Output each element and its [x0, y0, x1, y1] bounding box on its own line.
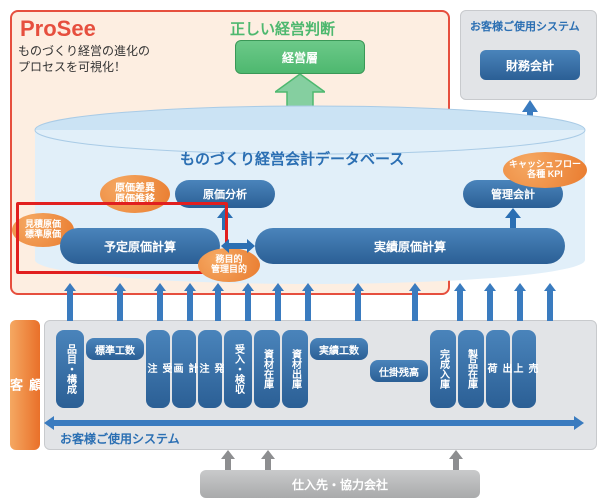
bubble-kpi: キャッシュフロー各種 KPI [503, 152, 587, 188]
arrow-supplier-icon [448, 450, 464, 470]
arrow-supplier-icon [260, 450, 276, 470]
judgment-label: 正しい経営判断 [230, 18, 335, 39]
flow-item: 資材出庫 [282, 330, 308, 408]
flow-item: 実績工数 [310, 338, 368, 360]
flow-bars: 品目・構成 標準工数 受 注 計 画 発 注 受入・検収 資材在庫 資材出庫 実… [56, 330, 591, 410]
arrows-up-icon [60, 283, 580, 321]
flow-item: 受入・検収 [224, 330, 252, 408]
arrow-customer-icon [44, 416, 584, 430]
supplier-box: 仕入先・協力会社 [200, 470, 480, 498]
brand: ProSee [20, 16, 96, 42]
arrow-horiz-icon [221, 238, 255, 254]
rightbox-item: 財務会計 [480, 50, 580, 80]
flow-item: 売 上 [512, 330, 536, 408]
jisseki-box: 実績原価計算 [255, 228, 565, 264]
flow-item: 出 荷 [486, 330, 510, 408]
flow-item: 製品在庫 [458, 330, 484, 408]
flow-item: 完成入庫 [430, 330, 456, 408]
mgmt-box: 経営層 [235, 40, 365, 74]
system-label: お客様ご使用システム [60, 430, 180, 447]
arrow-supplier-icon [220, 450, 236, 470]
flow-item: 計 画 [172, 330, 196, 408]
customer-box: 顧 客 [10, 320, 40, 450]
tagline1: ものづくり経営の進化の [18, 42, 150, 59]
arrow-kanri-icon [504, 208, 522, 230]
rightbox-title: お客様ご使用システム [470, 18, 580, 34]
flow-item: 標準工数 [86, 338, 144, 360]
db-title: ものづくり経営会計データベース [180, 148, 404, 169]
flow-item: 資材在庫 [254, 330, 280, 408]
highlight-box [16, 202, 228, 274]
flow-item: 発 注 [198, 330, 222, 408]
flow-item: 仕掛残高 [370, 360, 428, 382]
tagline2: プロセスを可視化！ [18, 58, 126, 75]
flow-item: 品目・構成 [56, 330, 84, 408]
flow-item: 受 注 [146, 330, 170, 408]
